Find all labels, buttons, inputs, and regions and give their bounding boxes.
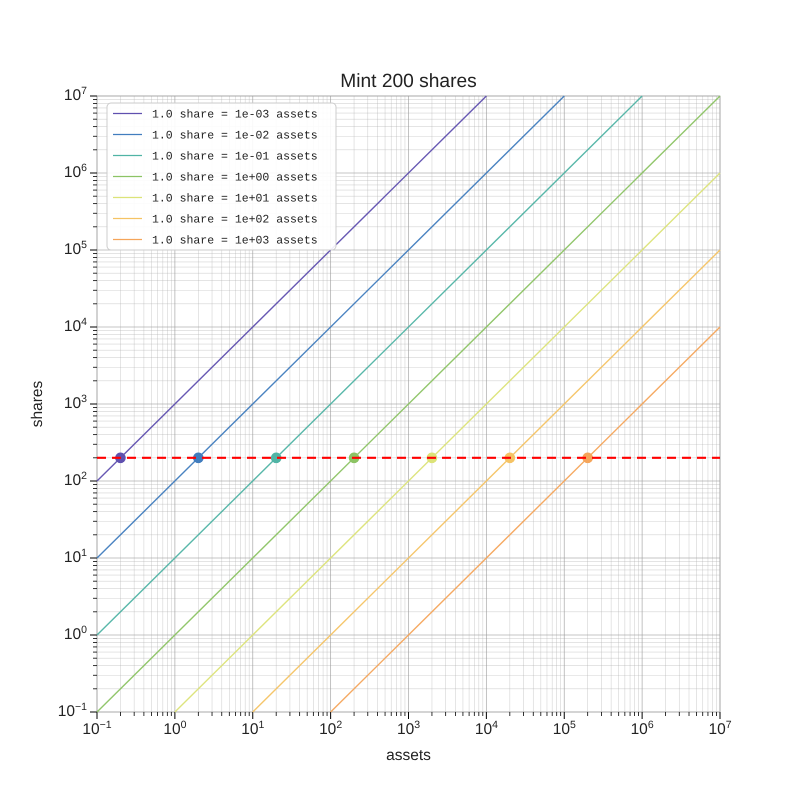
svg-text:shares: shares xyxy=(29,380,46,427)
svg-text:Mint 200 shares: Mint 200 shares xyxy=(340,71,477,92)
svg-text:assets: assets xyxy=(386,747,431,764)
svg-text:1.0 share = 1e+01 assets: 1.0 share = 1e+01 assets xyxy=(152,193,318,206)
svg-text:1.0 share = 1e-01 assets: 1.0 share = 1e-01 assets xyxy=(152,151,318,164)
svg-text:1.0 share = 1e-03 assets: 1.0 share = 1e-03 assets xyxy=(152,109,318,122)
svg-text:1.0 share = 1e+03 assets: 1.0 share = 1e+03 assets xyxy=(152,235,318,248)
svg-text:1.0 share = 1e+00 assets: 1.0 share = 1e+00 assets xyxy=(152,172,318,185)
svg-text:1.0 share = 1e-02 assets: 1.0 share = 1e-02 assets xyxy=(152,130,318,143)
svg-text:1.0 share = 1e+02 assets: 1.0 share = 1e+02 assets xyxy=(152,214,318,227)
